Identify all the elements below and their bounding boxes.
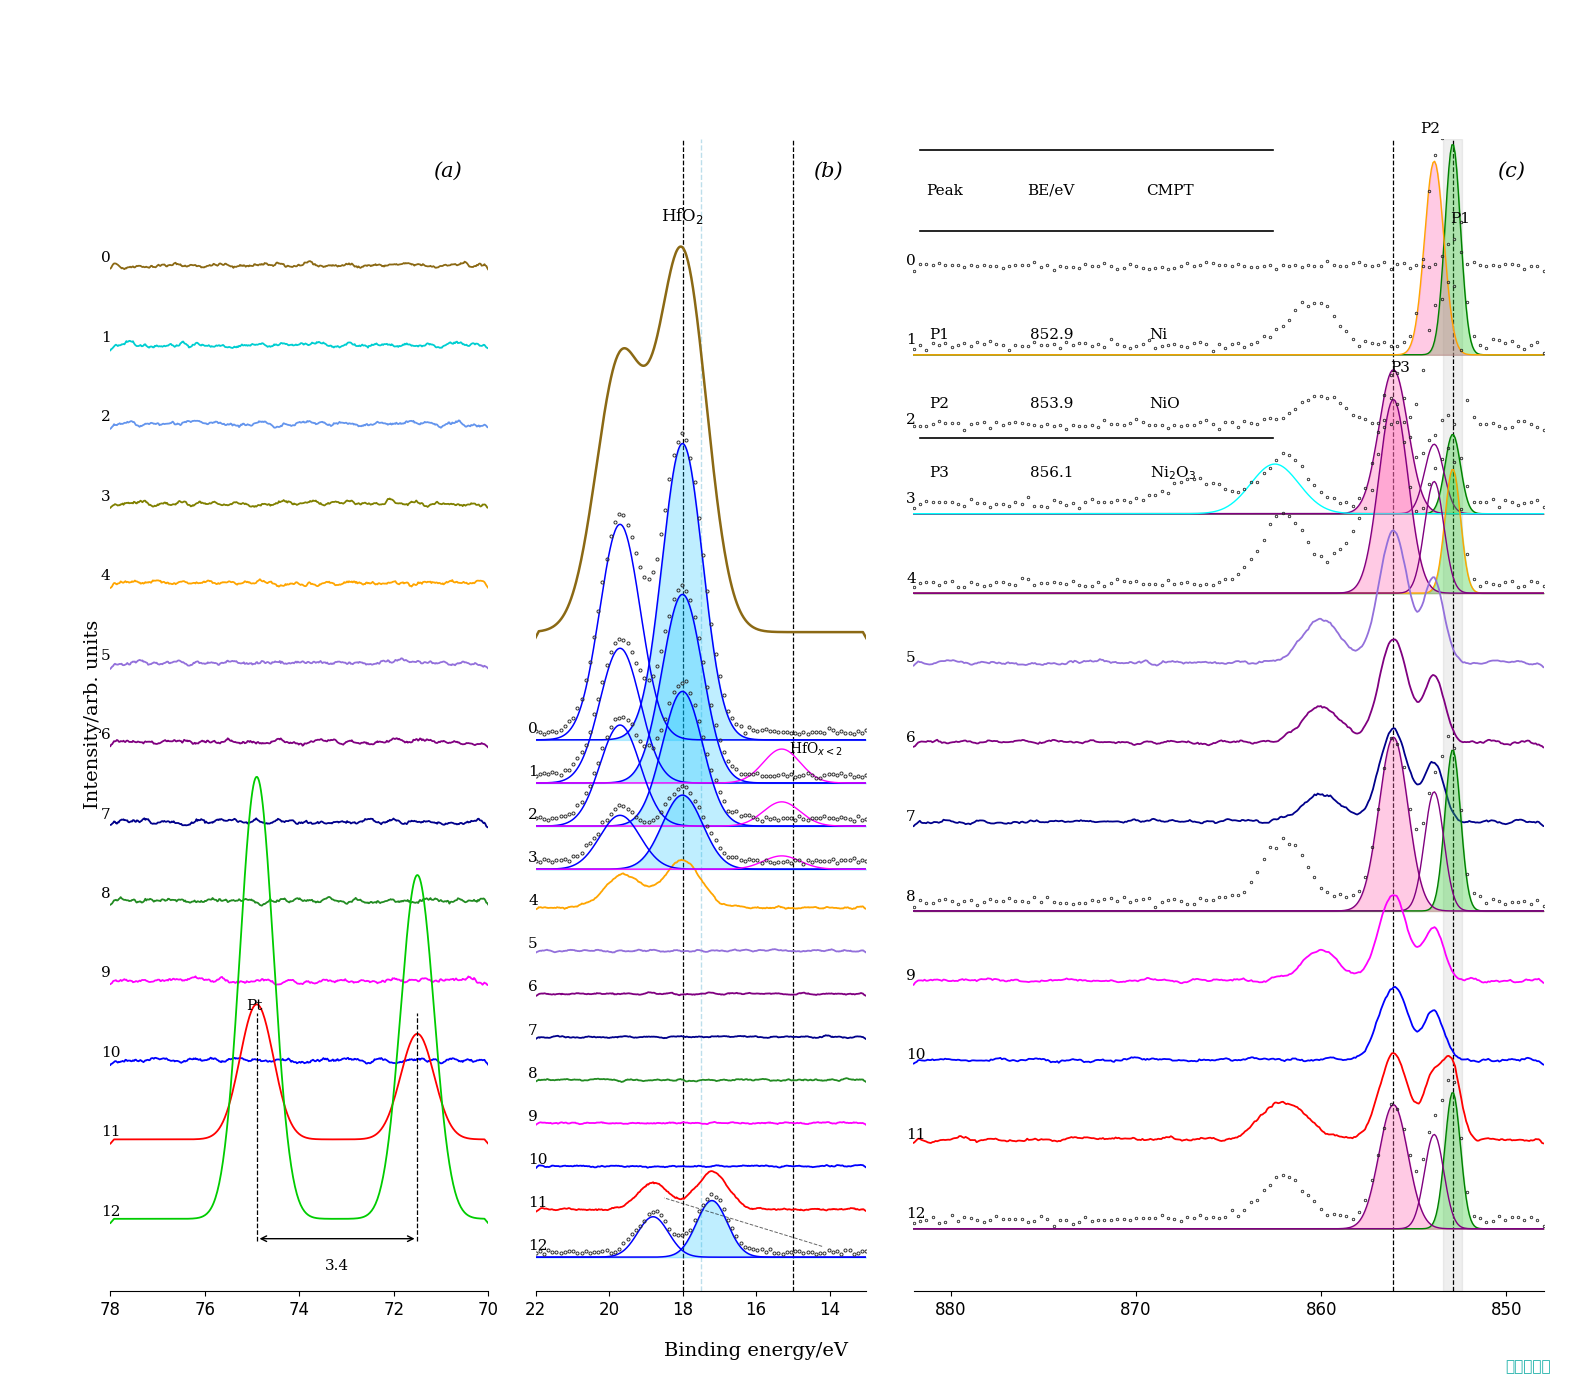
Text: 3.4: 3.4 — [324, 1259, 350, 1273]
Text: 852.9: 852.9 — [1030, 328, 1074, 341]
Text: 7: 7 — [906, 811, 915, 824]
Text: Peak: Peak — [926, 183, 962, 197]
Text: 6: 6 — [906, 730, 915, 744]
Text: 6: 6 — [528, 980, 539, 994]
Text: 7: 7 — [528, 1023, 537, 1038]
Text: 10: 10 — [528, 1153, 548, 1167]
Text: P2: P2 — [929, 397, 950, 411]
Text: 7: 7 — [101, 808, 110, 822]
Text: 4: 4 — [528, 894, 539, 908]
Text: 8: 8 — [906, 890, 915, 904]
Text: 9: 9 — [906, 969, 915, 983]
Text: 8: 8 — [101, 887, 110, 901]
Text: 11: 11 — [906, 1128, 926, 1142]
Text: HfO$_2$: HfO$_2$ — [662, 207, 704, 226]
Text: (c): (c) — [1496, 162, 1525, 180]
Text: 10: 10 — [906, 1048, 926, 1062]
Text: 10: 10 — [101, 1047, 120, 1060]
Text: HfO$_{x<2}$: HfO$_{x<2}$ — [789, 740, 843, 758]
Text: 5: 5 — [906, 651, 915, 665]
Text: 9: 9 — [101, 966, 110, 980]
Text: (b): (b) — [813, 162, 843, 180]
Text: 娌己导航网: 娌己导航网 — [1506, 1359, 1551, 1374]
Text: 2: 2 — [528, 808, 539, 822]
Text: 12: 12 — [906, 1208, 926, 1221]
Text: 1: 1 — [101, 330, 110, 344]
Bar — [1443, 139, 1462, 1291]
Text: 11: 11 — [101, 1126, 120, 1140]
Text: 856.1: 856.1 — [1030, 466, 1074, 480]
Text: 1: 1 — [528, 765, 539, 779]
Text: Binding energy/eV: Binding energy/eV — [665, 1342, 847, 1360]
Text: 0: 0 — [528, 722, 539, 736]
Text: NiO: NiO — [1150, 397, 1181, 411]
Text: 11: 11 — [528, 1196, 548, 1210]
Text: P3: P3 — [929, 466, 950, 480]
Text: 6: 6 — [101, 729, 110, 743]
Text: Pt: Pt — [246, 999, 263, 1013]
Text: CMPT: CMPT — [1147, 183, 1194, 197]
Text: 3: 3 — [906, 493, 915, 507]
Text: P3: P3 — [1389, 361, 1410, 375]
Text: (a): (a) — [433, 162, 461, 180]
Y-axis label: Intensity/arb. units: Intensity/arb. units — [83, 620, 102, 809]
Text: 2: 2 — [906, 412, 915, 428]
Text: 9: 9 — [528, 1110, 539, 1124]
Text: 3: 3 — [101, 490, 110, 504]
Text: 2: 2 — [101, 411, 110, 425]
Text: 3: 3 — [528, 851, 537, 865]
Text: 5: 5 — [101, 648, 110, 662]
Text: P2: P2 — [1419, 122, 1440, 136]
Text: 853.9: 853.9 — [1030, 397, 1074, 411]
Text: 4: 4 — [101, 569, 110, 583]
Text: 12: 12 — [101, 1205, 120, 1219]
Text: P1: P1 — [929, 328, 950, 341]
Text: 5: 5 — [528, 937, 537, 951]
Text: 12: 12 — [528, 1239, 548, 1253]
Text: 1: 1 — [906, 333, 915, 347]
Text: 0: 0 — [906, 254, 915, 268]
Text: 8: 8 — [528, 1067, 537, 1081]
Text: Ni$_2$O$_3$: Ni$_2$O$_3$ — [1150, 464, 1195, 482]
Text: Ni: Ni — [1150, 328, 1169, 341]
Text: 4: 4 — [906, 572, 915, 586]
Text: 0: 0 — [101, 251, 110, 265]
Text: BE/eV: BE/eV — [1027, 183, 1074, 197]
Text: P1: P1 — [1451, 212, 1469, 226]
